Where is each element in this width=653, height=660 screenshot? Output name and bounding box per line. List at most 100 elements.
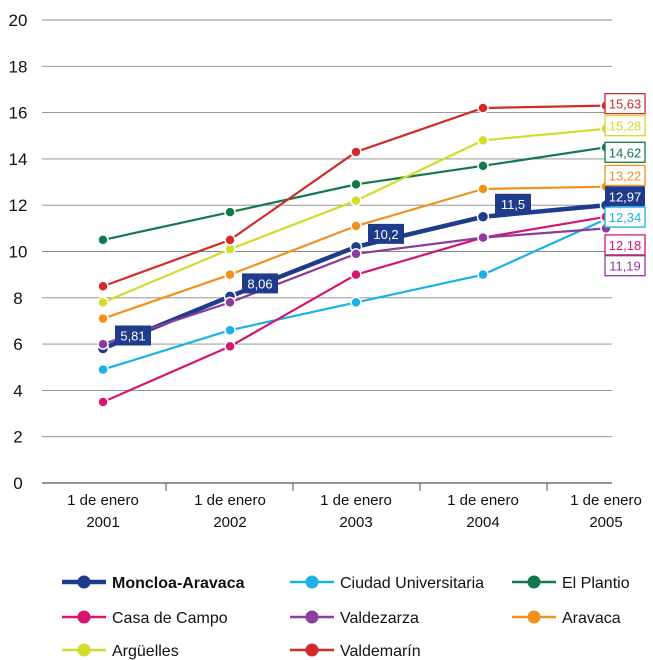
data-label-box	[115, 325, 151, 346]
legend-item: El Plantio	[512, 575, 630, 592]
data-point	[224, 268, 236, 281]
end-label-box	[604, 234, 646, 256]
data-point	[224, 340, 236, 353]
end-value-label: 12,18	[604, 234, 646, 256]
legend-label: Ciudad Universitaria	[340, 575, 484, 592]
x-tick-label: 1 de enero	[447, 492, 519, 509]
legend-label: Moncloa-Aravaca	[112, 575, 245, 592]
x-tick-label: 1 de enero	[67, 492, 139, 509]
data-label-text: 11,5	[501, 197, 525, 212]
end-value-labels: 15,63 15,28 14,62 13,22 12,97 12,34 12,18 11,19	[604, 93, 646, 277]
legend-item: Argüelles	[62, 643, 179, 660]
end-label-box	[605, 186, 645, 207]
legend-label: Valdezarza	[340, 610, 419, 627]
y-tick-label: 6	[13, 335, 22, 354]
data-label: 8,06	[242, 273, 278, 294]
end-label-box	[604, 141, 646, 163]
y-tick-label: 16	[9, 104, 28, 123]
legend-item: Valdemarín	[290, 643, 421, 660]
y-tick-label: 0	[13, 474, 22, 493]
legend-marker	[305, 575, 319, 589]
end-value-label: 15,28	[604, 114, 646, 137]
data-label-box	[242, 273, 278, 294]
y-tick-label: 8	[13, 289, 22, 308]
data-point	[350, 296, 362, 309]
x-tick-label: 2005	[589, 514, 622, 531]
legend-marker	[77, 643, 91, 657]
series-lines	[96, 99, 613, 408]
end-value-label: 12,97	[605, 186, 645, 207]
y-tick-label: 4	[13, 381, 22, 400]
legend-marker	[77, 575, 91, 589]
end-label-text: 12,97	[609, 189, 642, 204]
data-point	[97, 280, 109, 292]
data-label: 11,5	[495, 193, 531, 214]
data-point	[97, 396, 109, 408]
data-label-text: 8,06	[247, 276, 272, 291]
legend-marker	[527, 610, 541, 624]
legend-marker	[77, 610, 91, 624]
data-label: 5,81	[115, 325, 151, 346]
legend-item: Moncloa-Aravaca	[62, 575, 245, 592]
end-label-box	[604, 114, 646, 137]
end-value-label: 13,22	[604, 164, 646, 187]
y-axis: 0 2 4 6 8 10 12 14 16 18 20	[9, 11, 28, 493]
data-labels: 5,81 8,06 10,2 11,5	[115, 193, 531, 346]
y-tick-label: 10	[9, 243, 28, 262]
data-point	[477, 102, 489, 114]
legend-label: El Plantio	[562, 575, 630, 592]
data-label-text: 5,81	[120, 328, 145, 343]
legend-item: Ciudad Universitaria	[290, 575, 484, 592]
y-tick-label: 2	[13, 428, 22, 447]
x-tick-label: 1 de enero	[320, 492, 392, 509]
data-point	[477, 160, 489, 172]
end-value-label: 15,63	[604, 93, 646, 115]
x-tick-label: 1 de enero	[570, 492, 642, 509]
x-tick-label: 2001	[86, 514, 119, 531]
data-point	[477, 183, 489, 195]
legend-label: Aravaca	[562, 610, 621, 627]
data-point	[476, 210, 490, 224]
data-label-box	[495, 193, 531, 214]
end-label-box	[604, 255, 646, 277]
x-tick-label: 2004	[466, 514, 499, 531]
data-point	[477, 134, 489, 147]
data-point	[350, 194, 362, 207]
data-point	[97, 296, 109, 309]
data-point	[350, 248, 362, 260]
data-point	[97, 338, 109, 350]
data-point	[224, 243, 236, 255]
legend-label: Argüelles	[112, 643, 179, 660]
legend-marker	[305, 610, 319, 624]
end-value-label: 14,62	[604, 141, 646, 163]
data-point	[350, 146, 362, 158]
y-tick-label: 12	[9, 196, 28, 215]
end-label-text: 11,19	[609, 259, 641, 274]
data-label-box	[368, 223, 404, 244]
y-tick-label: 20	[9, 11, 28, 30]
end-value-label: 12,34	[604, 206, 646, 228]
legend: Moncloa-Aravaca Ciudad Universitaria El Pl…	[62, 575, 630, 660]
data-label: 10,2	[368, 223, 404, 244]
legend-marker	[527, 575, 541, 589]
end-label-text: 12,18	[609, 238, 642, 253]
end-label-text: 15,28	[609, 119, 642, 134]
end-label-text: 13,22	[609, 168, 642, 183]
end-label-box	[604, 206, 646, 228]
x-axis: 1 de enero 2001 1 de enero 2002 1 de enero 20…	[67, 483, 642, 531]
end-label-box	[604, 93, 646, 115]
data-point	[97, 312, 109, 325]
data-point	[224, 206, 236, 218]
data-point	[350, 178, 362, 191]
data-point	[477, 231, 489, 244]
end-value-label: 11,19	[604, 255, 646, 277]
end-label-text: 12,34	[609, 210, 642, 225]
x-tick-label: 2002	[213, 514, 246, 531]
y-tick-label: 18	[9, 57, 28, 76]
x-tick-label: 1 de enero	[194, 492, 266, 509]
data-point	[350, 268, 362, 281]
data-point	[350, 220, 362, 232]
x-tick-label: 2003	[339, 514, 372, 531]
y-tick-label: 14	[9, 150, 28, 169]
